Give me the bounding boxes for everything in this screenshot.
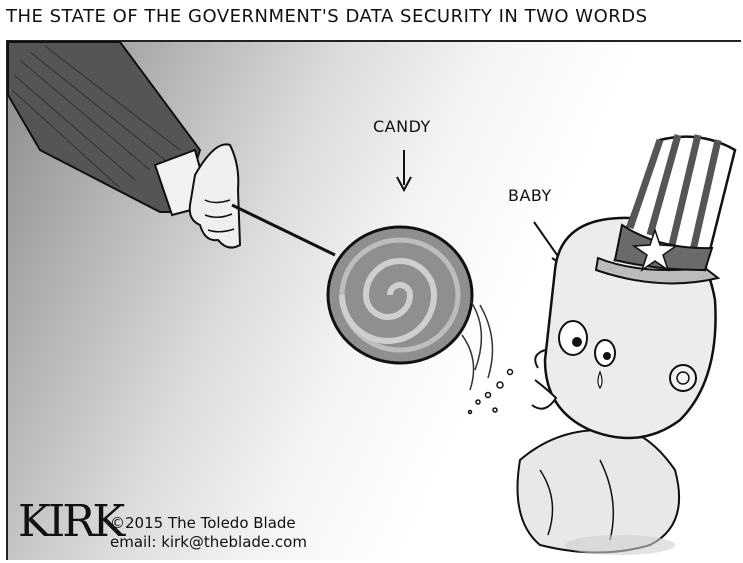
artist-signature: KIRK <box>18 496 125 547</box>
hand-illustration <box>188 143 242 249</box>
copyright-credit: ©2015 The Toledo Blade <box>110 514 296 532</box>
suit-arm-illustration <box>7 41 212 217</box>
candy-label: CANDY <box>373 117 431 136</box>
lollipop-candy-illustration <box>326 225 494 391</box>
baby-label: BABY <box>508 186 552 205</box>
spit-droplets <box>467 368 514 415</box>
cartoon-title: THE STATE OF THE GOVERNMENT'S DATA SECUR… <box>6 6 648 27</box>
lollipop-stick <box>231 203 336 257</box>
candy-arrow <box>396 150 412 193</box>
email-credit: email: kirk@theblade.com <box>110 533 307 551</box>
uncle-sam-hat-illustration <box>594 134 737 285</box>
